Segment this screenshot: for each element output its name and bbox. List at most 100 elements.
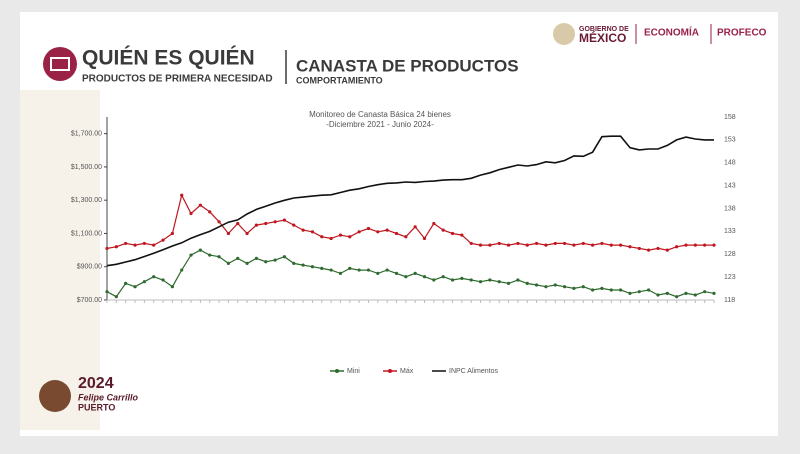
series-marker bbox=[198, 248, 202, 252]
series-marker bbox=[114, 295, 118, 299]
y2-tick-label: 118 bbox=[724, 297, 735, 304]
series-marker bbox=[506, 243, 511, 247]
series-marker bbox=[628, 291, 632, 295]
series-marker bbox=[562, 241, 567, 246]
series-marker bbox=[329, 236, 333, 241]
series-marker bbox=[712, 243, 716, 247]
series-marker bbox=[581, 241, 585, 246]
series-marker bbox=[693, 293, 697, 297]
series-marker bbox=[422, 236, 427, 241]
series-marker bbox=[180, 193, 184, 197]
gov-seal bbox=[553, 23, 575, 45]
series-marker bbox=[357, 230, 361, 234]
series-marker bbox=[581, 285, 585, 289]
series-marker bbox=[553, 283, 557, 287]
series-marker bbox=[376, 271, 380, 275]
series-marker bbox=[198, 203, 202, 207]
ornament bbox=[20, 90, 100, 430]
gov-line1: GOBIERNO DE bbox=[579, 26, 629, 33]
series-marker bbox=[600, 286, 604, 290]
series-marker bbox=[516, 278, 520, 282]
gov-line2: MÉXICO bbox=[579, 30, 626, 45]
series-marker bbox=[656, 246, 660, 251]
series-marker bbox=[310, 230, 315, 234]
series-marker bbox=[534, 241, 539, 246]
y2-tick-label: 128 bbox=[724, 251, 736, 258]
series-marker bbox=[684, 291, 688, 295]
series-marker bbox=[282, 218, 287, 222]
series-marker bbox=[264, 260, 268, 264]
y-tick-label: $700.00 bbox=[77, 297, 102, 304]
series-marker bbox=[152, 275, 156, 279]
series-marker bbox=[189, 253, 193, 257]
series-marker bbox=[357, 268, 361, 272]
series-marker bbox=[619, 243, 623, 247]
series-line bbox=[106, 135, 714, 267]
series-marker bbox=[292, 261, 296, 265]
series-marker bbox=[124, 241, 128, 246]
series-marker bbox=[665, 291, 669, 295]
legend-label: Máx bbox=[400, 368, 414, 375]
series-marker bbox=[422, 275, 427, 279]
plot: $700.00 $900.00 $1,100.00 $1,300.00 $1,500.0… bbox=[71, 114, 736, 375]
series-marker bbox=[217, 255, 221, 259]
series-marker bbox=[525, 243, 529, 247]
series-marker bbox=[591, 243, 595, 247]
series-marker bbox=[703, 243, 707, 247]
brand-subtitle: PRODUCTOS DE PRIMERA NECESIDAD bbox=[82, 74, 273, 85]
series-marker bbox=[310, 265, 315, 269]
series-marker bbox=[301, 263, 305, 267]
series-marker bbox=[189, 211, 193, 216]
series-marker bbox=[161, 238, 165, 242]
series-marker bbox=[105, 290, 109, 294]
series-marker bbox=[217, 220, 221, 224]
series-marker bbox=[142, 241, 146, 246]
slide-background bbox=[20, 12, 778, 436]
series-marker bbox=[506, 281, 511, 285]
series-marker bbox=[105, 246, 109, 251]
series-marker bbox=[236, 221, 240, 226]
y2-tick-label: 143 bbox=[724, 182, 736, 189]
series-marker bbox=[338, 271, 343, 275]
y-tick-label: $1,700.00 bbox=[71, 130, 102, 137]
series-marker bbox=[675, 295, 679, 299]
series-marker bbox=[254, 223, 259, 227]
series-marker bbox=[152, 243, 156, 247]
series-marker bbox=[553, 241, 557, 246]
agency: PROFECO bbox=[717, 28, 767, 39]
series-marker bbox=[450, 278, 455, 282]
series-marker bbox=[712, 291, 716, 295]
series-marker bbox=[226, 231, 230, 236]
footer-name: Felipe Carrillo bbox=[78, 392, 139, 402]
series-marker bbox=[525, 281, 529, 285]
series-marker bbox=[544, 285, 548, 289]
series-marker bbox=[142, 280, 146, 284]
series-marker bbox=[637, 290, 641, 294]
y2-tick-label: 123 bbox=[724, 274, 736, 281]
series-marker bbox=[656, 293, 660, 297]
series-marker bbox=[609, 243, 613, 247]
series-marker bbox=[619, 288, 623, 292]
series-marker bbox=[675, 245, 679, 249]
legend-label: INPC Alimentos bbox=[449, 368, 499, 375]
series-marker bbox=[329, 268, 333, 272]
series-marker bbox=[273, 220, 277, 224]
series-marker bbox=[460, 276, 464, 280]
series-marker bbox=[665, 248, 669, 252]
legend-marker bbox=[388, 369, 392, 373]
legend-marker bbox=[335, 369, 339, 373]
series-marker bbox=[282, 255, 287, 259]
series-marker bbox=[572, 243, 576, 247]
series-marker bbox=[572, 286, 576, 290]
series-marker bbox=[647, 288, 651, 292]
series-marker bbox=[124, 281, 128, 285]
series-marker bbox=[133, 243, 137, 247]
series-marker bbox=[441, 228, 445, 232]
series-marker bbox=[170, 285, 174, 289]
series-marker bbox=[432, 278, 436, 282]
series-marker bbox=[394, 271, 399, 275]
section-subtitle: COMPORTAMIENTO bbox=[296, 75, 383, 85]
legend-label: Mini bbox=[347, 368, 360, 375]
series-marker bbox=[647, 248, 651, 252]
